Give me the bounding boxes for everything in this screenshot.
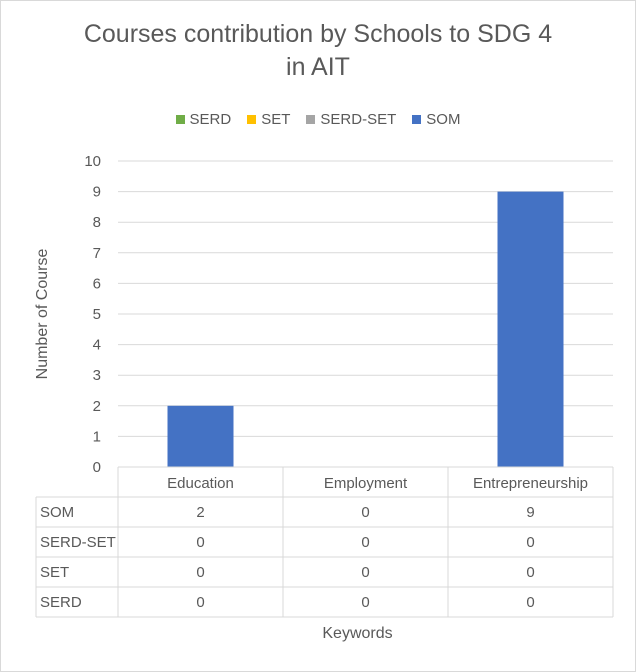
chart-title-line-2: in AIT	[286, 53, 350, 81]
y-tick-label: 0	[93, 459, 101, 476]
table-row-label-serd-set: SERD-SET	[40, 534, 116, 551]
y-tick-label: 6	[93, 275, 101, 292]
x-axis-title: Keywords	[322, 625, 392, 642]
y-tick-label: 3	[93, 367, 101, 384]
legend-swatch-som	[412, 115, 422, 124]
legend-label-serd-set: SERD-SET	[320, 111, 397, 128]
bar-som-education	[167, 405, 234, 467]
category-label-education: Education	[167, 475, 234, 492]
chart-title: Courses contribution by Schools to SDG 4…	[0, 18, 636, 84]
table-row-label-som: SOM	[40, 504, 74, 521]
y-tick-label: 5	[93, 306, 101, 323]
y-axis-title: Number of Course	[34, 249, 51, 380]
legend-item-serd: SERD	[175, 111, 232, 128]
data-label-som-employment: 0	[361, 504, 369, 521]
legend-item-set: SET	[247, 111, 290, 128]
data-label-serd-employment: 0	[361, 594, 369, 611]
legend-item-serd-set: SERD-SET	[306, 111, 396, 128]
bar-som-entrepreneurship	[497, 191, 564, 467]
y-tick-label: 1	[93, 428, 101, 445]
y-tick-label: 8	[93, 214, 101, 231]
data-label-som-education: 2	[196, 504, 204, 521]
legend-swatch-set	[247, 115, 257, 124]
data-label-serd-entrepreneurship: 0	[526, 594, 534, 611]
legend-label-serd: SERD	[189, 111, 232, 128]
data-label-serd-education: 0	[196, 594, 204, 611]
legend-swatch-serd	[175, 115, 185, 124]
legend-label-set: SET	[261, 111, 291, 128]
data-label-set-entrepreneurship: 0	[526, 564, 534, 581]
legend-item-som: SOM	[412, 111, 460, 128]
category-label-entrepreneurship: Entrepreneurship	[473, 475, 588, 492]
data-label-set-employment: 0	[361, 564, 369, 581]
chart-title-line-1: Courses contribution by Schools to SDG 4	[83, 20, 553, 48]
legend-label-som: SOM	[426, 111, 461, 128]
category-label-employment: Employment	[324, 475, 408, 492]
table-row-label-set: SET	[40, 564, 69, 581]
data-label-set-education: 0	[196, 564, 204, 581]
table-row-label-serd: SERD	[40, 594, 82, 611]
data-label-serd-set-employment: 0	[361, 534, 369, 551]
y-tick-label: 4	[93, 337, 101, 354]
y-tick-label: 7	[93, 245, 101, 262]
data-label-serd-set-entrepreneurship: 0	[526, 534, 534, 551]
y-tick-label: 9	[93, 184, 101, 201]
legend: SERD SET SERD-SET SOM	[0, 111, 636, 128]
data-label-serd-set-education: 0	[196, 534, 204, 551]
y-tick-label: 2	[93, 398, 101, 415]
y-tick-label: 10	[84, 153, 101, 170]
data-label-som-entrepreneurship: 9	[526, 504, 534, 521]
legend-swatch-serd-set	[306, 115, 316, 124]
